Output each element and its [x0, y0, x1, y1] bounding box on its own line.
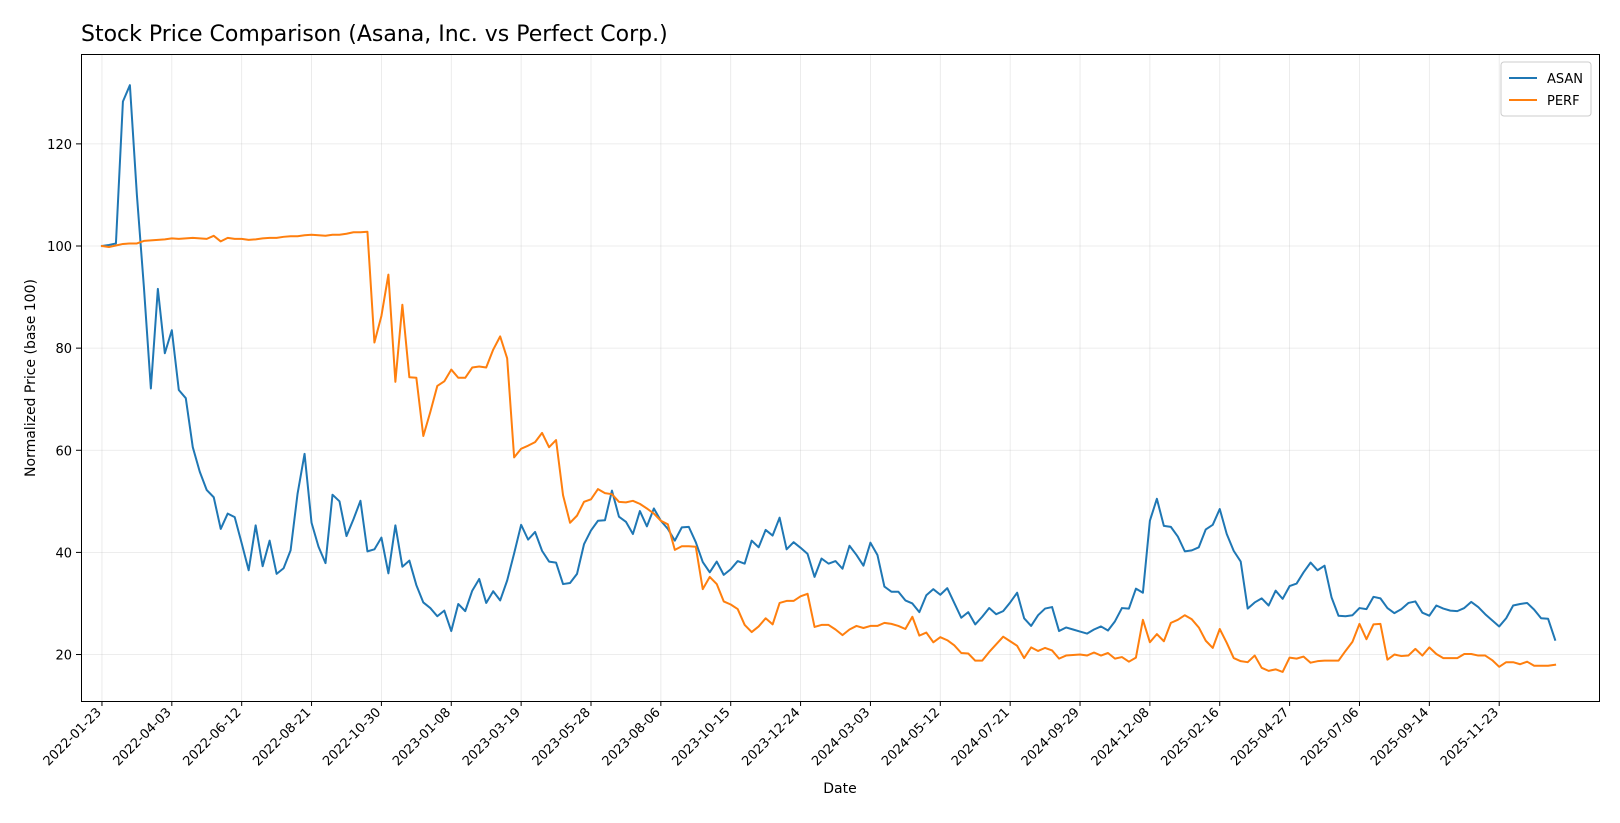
series-line-perf	[100, 230, 1557, 673]
plot-area-frame	[81, 54, 1600, 702]
y-tick-label: 20	[55, 649, 72, 664]
series-lines	[100, 84, 1557, 673]
x-axis-label: Date	[823, 781, 856, 797]
y-axis: 20 40 60 80 100 120	[47, 138, 81, 664]
y-tick-label: 120	[47, 138, 72, 153]
y-tick-label: 40	[55, 546, 72, 561]
y-tick-label: 80	[55, 342, 72, 357]
legend: ASAN PERF	[1500, 61, 1592, 117]
legend-label-perf: PERF	[1547, 94, 1580, 109]
legend-box	[1500, 61, 1592, 117]
legend-label-asan: ASAN	[1547, 72, 1583, 87]
y-tick-label: 60	[55, 444, 72, 459]
gridlines	[81, 54, 1599, 701]
chart-title: Stock Price Comparison (Asana, Inc. vs P…	[81, 22, 668, 47]
y-axis-label: Normalized Price (base 100)	[23, 279, 39, 477]
series-line-asan	[100, 84, 1557, 641]
y-tick-label: 100	[47, 240, 72, 255]
